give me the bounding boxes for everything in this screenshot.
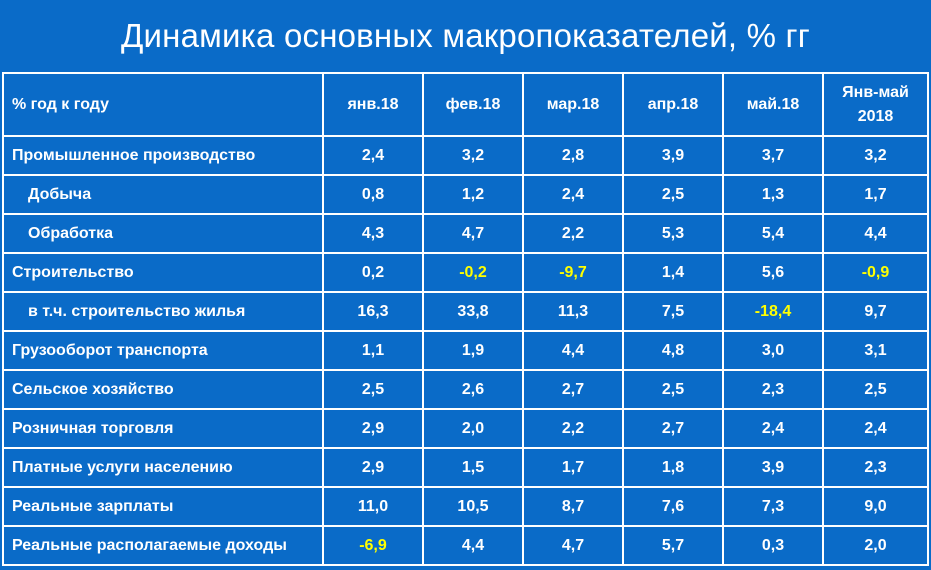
table-cell: -18,4 xyxy=(722,291,824,332)
table-cell: 4,8 xyxy=(622,330,724,371)
row-label: в т.ч. строительство жилья xyxy=(2,291,324,332)
row-label: Строительство xyxy=(2,252,324,293)
table-cell: 16,3 xyxy=(322,291,424,332)
table-cell: 9,0 xyxy=(822,486,929,527)
row-label: Реальные зарплаты xyxy=(2,486,324,527)
table-cell: 3,9 xyxy=(722,447,824,488)
row-label: Платные услуги населению xyxy=(2,447,324,488)
table-cell: -0,2 xyxy=(422,252,524,293)
table-cell: 2,9 xyxy=(322,447,424,488)
page-title: Динамика основных макропоказателей, % гг xyxy=(120,17,810,54)
table-cell: 1,1 xyxy=(322,330,424,371)
table-cell: 2,3 xyxy=(822,447,929,488)
header-feb: фев.18 xyxy=(422,72,524,137)
table-cell: 11,3 xyxy=(522,291,624,332)
table-cell: 2,6 xyxy=(422,369,524,410)
table-cell: -9,7 xyxy=(522,252,624,293)
header-jan-may: Янв-май 2018 xyxy=(822,72,929,137)
table-cell: 1,4 xyxy=(622,252,724,293)
table-row: Строительство 0,2 -0,2 -9,7 1,4 5,6 -0,9 xyxy=(2,252,929,293)
table-row: Розничная торговля 2,9 2,0 2,2 2,7 2,4 2,4 xyxy=(2,408,929,449)
header-mar: мар.18 xyxy=(522,72,624,137)
table-cell: 4,4 xyxy=(822,213,929,254)
table-cell: 9,7 xyxy=(822,291,929,332)
table-cell: 0,2 xyxy=(322,252,424,293)
table-row: Платные услуги населению 2,9 1,5 1,7 1,8 3,9 2… xyxy=(2,447,929,488)
row-label: Грузооборот транспорта xyxy=(2,330,324,371)
table-row: Сельское хозяйство 2,5 2,6 2,7 2,5 2,3 2,5 xyxy=(2,369,929,410)
macro-indicators-table: % год к году янв.18 фев.18 мар.18 апр.18… xyxy=(2,72,929,566)
table-cell: 0,3 xyxy=(722,525,824,566)
table-header-row: % год к году янв.18 фев.18 мар.18 апр.18… xyxy=(2,72,929,137)
header-may: май.18 xyxy=(722,72,824,137)
table-cell: 7,3 xyxy=(722,486,824,527)
table-cell: 2,5 xyxy=(822,369,929,410)
row-label: Обработка xyxy=(2,213,324,254)
table-cell: 2,2 xyxy=(522,408,624,449)
table-cell: 2,4 xyxy=(322,135,424,176)
table-cell: 2,8 xyxy=(522,135,624,176)
table-cell: 7,5 xyxy=(622,291,724,332)
table-row: Грузооборот транспорта 1,1 1,9 4,4 4,8 3,0 3,1 xyxy=(2,330,929,371)
table-cell: -6,9 xyxy=(322,525,424,566)
table-cell: 2,5 xyxy=(622,369,724,410)
table-cell: 1,3 xyxy=(722,174,824,215)
table-cell: 5,3 xyxy=(622,213,724,254)
table-cell: 10,5 xyxy=(422,486,524,527)
table-cell: 3,9 xyxy=(622,135,724,176)
table-cell: 2,7 xyxy=(622,408,724,449)
table-cell: 8,7 xyxy=(522,486,624,527)
row-label: Сельское хозяйство xyxy=(2,369,324,410)
table-cell: 4,3 xyxy=(322,213,424,254)
table-cell: 4,7 xyxy=(422,213,524,254)
table-cell: 1,9 xyxy=(422,330,524,371)
table-cell: 4,4 xyxy=(522,330,624,371)
table-cell: 0,8 xyxy=(322,174,424,215)
table-body: Промышленное производство 2,4 3,2 2,8 3,9 3,7… xyxy=(2,135,929,566)
table-row: Реальные располагаемые доходы -6,9 4,4 4,7 5… xyxy=(2,525,929,566)
table-cell: 2,5 xyxy=(322,369,424,410)
table-row: Промышленное производство 2,4 3,2 2,8 3,9 3,7… xyxy=(2,135,929,176)
table-cell: 4,7 xyxy=(522,525,624,566)
table-cell: 2,4 xyxy=(522,174,624,215)
table-cell: 2,4 xyxy=(822,408,929,449)
table-cell: 33,8 xyxy=(422,291,524,332)
table-cell: 1,8 xyxy=(622,447,724,488)
table-cell: 1,2 xyxy=(422,174,524,215)
row-label: Добыча xyxy=(2,174,324,215)
row-label: Реальные располагаемые доходы xyxy=(2,525,324,566)
table-cell: 1,5 xyxy=(422,447,524,488)
table-cell: 3,0 xyxy=(722,330,824,371)
table-cell: 5,6 xyxy=(722,252,824,293)
table-cell: 11,0 xyxy=(322,486,424,527)
table-cell: 2,0 xyxy=(422,408,524,449)
table-row: Добыча 0,8 1,2 2,4 2,5 1,3 1,7 xyxy=(2,174,929,215)
table-row: Обработка 4,3 4,7 2,2 5,3 5,4 4,4 xyxy=(2,213,929,254)
row-label: Розничная торговля xyxy=(2,408,324,449)
table-cell: 3,2 xyxy=(422,135,524,176)
header-indicator: % год к году xyxy=(2,72,324,137)
table-row: Реальные зарплаты 11,0 10,5 8,7 7,6 7,3 9,0 xyxy=(2,486,929,527)
table-cell: 2,9 xyxy=(322,408,424,449)
table-cell: -0,9 xyxy=(822,252,929,293)
table-cell: 2,4 xyxy=(722,408,824,449)
table-cell: 1,7 xyxy=(522,447,624,488)
table-cell: 1,7 xyxy=(822,174,929,215)
table-row: в т.ч. строительство жилья 16,3 33,8 11,3 7,… xyxy=(2,291,929,332)
table-cell: 2,3 xyxy=(722,369,824,410)
table-cell: 2,2 xyxy=(522,213,624,254)
table-cell: 2,5 xyxy=(622,174,724,215)
table-cell: 7,6 xyxy=(622,486,724,527)
table-cell: 3,7 xyxy=(722,135,824,176)
table-cell: 5,4 xyxy=(722,213,824,254)
table-cell: 3,1 xyxy=(822,330,929,371)
table-cell: 2,0 xyxy=(822,525,929,566)
table-cell: 4,4 xyxy=(422,525,524,566)
table-cell: 5,7 xyxy=(622,525,724,566)
table-cell: 2,7 xyxy=(522,369,624,410)
table-cell: 3,2 xyxy=(822,135,929,176)
row-label: Промышленное производство xyxy=(2,135,324,176)
header-apr: апр.18 xyxy=(622,72,724,137)
header-jan: янв.18 xyxy=(322,72,424,137)
